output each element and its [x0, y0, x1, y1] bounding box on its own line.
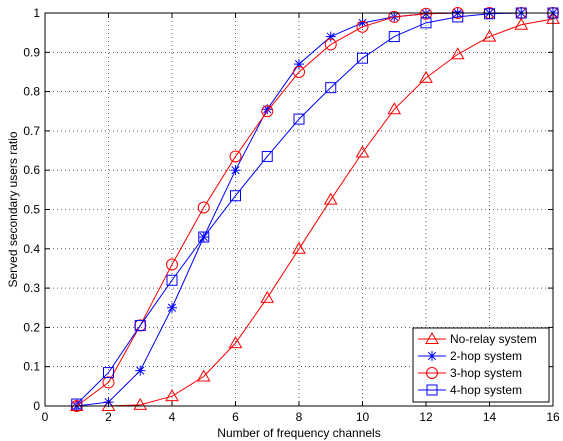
x-tick-label: 14 [483, 410, 497, 424]
legend-marker [425, 331, 439, 344]
y-tick-label: 0.6 [23, 163, 40, 177]
legend-label: No-relay system [450, 332, 537, 346]
data-point [356, 20, 369, 33]
grid-lines [45, 13, 553, 406]
axis-ticks: 0 2 4 6 8 10 12 14 16 0 0.1 0.2 0.3 0.4 0.5 0.6 0.7 0.8 0.… [23, 6, 560, 424]
x-axis-label: Number of frequency channels [217, 426, 380, 440]
x-tick-label: 16 [546, 410, 560, 424]
legend-item: 3-hop system [418, 366, 522, 380]
data-point [450, 47, 465, 60]
legend-marker [426, 384, 438, 396]
data-point [133, 397, 148, 410]
data-point [166, 274, 178, 286]
data-point [514, 17, 529, 30]
data-point [388, 31, 400, 43]
x-tick-label: 4 [169, 410, 176, 424]
data-point [484, 8, 495, 20]
data-point [387, 102, 402, 115]
data-point [293, 113, 305, 125]
data-point [324, 38, 337, 51]
data-point [261, 105, 274, 118]
y-tick-label: 0.8 [23, 85, 40, 99]
data-point [419, 70, 433, 83]
y-tick-label: 0.7 [23, 124, 40, 138]
data-point [355, 145, 370, 158]
data-point [230, 190, 241, 202]
data-point [167, 302, 177, 313]
data-point [165, 389, 179, 402]
x-tick-label: 10 [356, 410, 370, 424]
y-axis-label: Served secondary users ratio [6, 131, 20, 287]
y-tick-label: 0.5 [23, 203, 40, 217]
data-point [103, 367, 114, 379]
legend-marker [426, 367, 438, 379]
data-point [229, 150, 242, 163]
y-tick-label: 0 [33, 399, 40, 413]
y-tick-label: 0.4 [23, 242, 40, 256]
data-point [166, 258, 178, 271]
data-point [292, 241, 306, 254]
y-tick-label: 0.1 [23, 360, 40, 374]
legend-item: No-relay system [418, 331, 537, 346]
legend-label: 3-hop system [450, 366, 522, 380]
data-point [230, 165, 241, 176]
data-point [452, 11, 464, 23]
data-point [196, 369, 211, 382]
data-point [325, 82, 337, 94]
data-point [323, 192, 338, 205]
series-line [76, 12, 553, 405]
data-point [102, 376, 115, 389]
data-point [134, 319, 146, 331]
data-point [261, 150, 273, 162]
data-point [357, 52, 368, 64]
data-point [71, 398, 83, 410]
data-point [135, 365, 146, 376]
series-line [76, 18, 554, 407]
x-tick-label: 6 [232, 410, 239, 424]
y-tick-label: 1 [33, 6, 40, 20]
x-tick-label: 0 [42, 410, 49, 424]
y-tick-label: 0.9 [23, 45, 40, 59]
x-tick-label: 8 [296, 410, 303, 424]
y-tick-label: 0.3 [23, 281, 40, 295]
data-point [388, 10, 401, 23]
x-tick-label: 12 [419, 410, 433, 424]
data-point [482, 29, 497, 42]
legend-item: 2-hop system [418, 349, 522, 363]
x-tick-label: 2 [105, 410, 112, 424]
legend-marker [427, 351, 437, 361]
data-point [198, 231, 210, 243]
legend: No-relay system 2-hop system 3-hop system 4… [412, 327, 550, 403]
data-point [228, 336, 243, 349]
data-point [293, 65, 305, 78]
legend-label: 2-hop system [450, 349, 522, 363]
data-point [260, 290, 275, 303]
legend-item: 4-hop system [418, 383, 522, 397]
data-point [420, 7, 432, 20]
data-point [197, 201, 210, 214]
y-tick-label: 0.2 [23, 320, 40, 334]
legend-label: 4-hop system [450, 383, 522, 397]
